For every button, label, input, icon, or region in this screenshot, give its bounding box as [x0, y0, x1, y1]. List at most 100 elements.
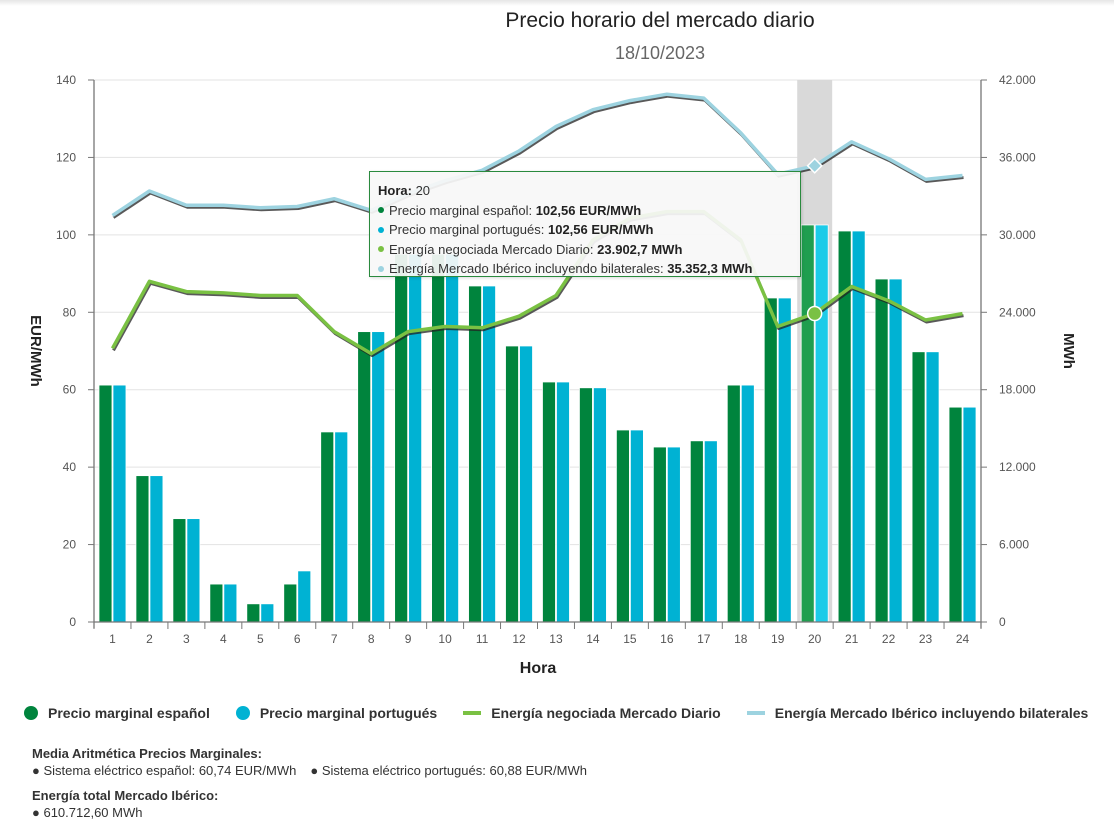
stats-panel: Media Aritmética Precios Marginales: ● S… — [32, 745, 601, 829]
bar-es[interactable] — [246, 603, 261, 623]
legend-line-icon — [746, 711, 765, 715]
y-tick-label: 0 — [69, 615, 76, 629]
marker-energia-iberico[interactable] — [806, 157, 823, 174]
bar-es[interactable] — [948, 406, 963, 623]
bar-es[interactable] — [726, 384, 741, 623]
bar-es[interactable] — [579, 387, 593, 623]
legend-item[interactable]: Precio marginal español — [24, 705, 210, 721]
x-tick-label: 7 — [331, 632, 338, 646]
bar-es[interactable] — [320, 431, 335, 623]
tooltip-label: Precio marginal español: — [389, 202, 533, 218]
avg-title: Media Aritmética Precios Marginales: — [32, 746, 262, 761]
bar-es[interactable] — [652, 446, 667, 623]
bar-pt[interactable] — [888, 278, 903, 623]
bar-pt[interactable] — [925, 351, 940, 623]
tooltip-value: 102,56 EUR/MWh — [535, 202, 642, 218]
bar-pt[interactable] — [777, 297, 792, 623]
x-tick-label: 3 — [183, 632, 190, 646]
bar-pt[interactable] — [482, 285, 496, 623]
bar-es[interactable] — [135, 475, 150, 623]
bar-pt[interactable] — [149, 475, 164, 623]
bar-pt[interactable] — [593, 387, 607, 623]
x-tick-label: 5 — [257, 632, 264, 646]
bar-es[interactable] — [689, 440, 704, 623]
line-energia-iberico[interactable] — [111, 92, 963, 217]
legend-line-icon — [463, 711, 482, 715]
bar-es[interactable] — [911, 351, 926, 623]
bar-pt[interactable] — [703, 440, 718, 623]
bar-pt[interactable] — [260, 603, 275, 623]
bar-pt[interactable] — [186, 518, 201, 623]
x-tick-label: 10 — [438, 632, 452, 646]
y2-tick-label: 12.000 — [999, 460, 1036, 474]
bar-pt[interactable] — [519, 345, 533, 623]
x-tick-label: 8 — [368, 632, 375, 646]
bar-es[interactable] — [763, 297, 778, 623]
y-tick-label: 40 — [63, 460, 77, 474]
x-tick-label: 14 — [586, 632, 600, 646]
avg-pt: ● Sistema eléctrico portugués: 60,88 EUR… — [310, 763, 587, 778]
legend-label: Precio marginal español — [48, 705, 210, 721]
legend-label: Precio marginal portugués — [259, 705, 438, 721]
legend-item[interactable]: Energía negociada Mercado Diario — [463, 705, 721, 721]
bar-pt[interactable] — [629, 429, 644, 623]
bar-pt[interactable] — [962, 406, 977, 623]
y-tick-label: 20 — [63, 538, 77, 552]
bar-pt[interactable] — [223, 583, 238, 623]
bar-pt[interactable] — [112, 384, 127, 623]
marker-energia-diario[interactable] — [806, 305, 823, 322]
y2-tick-label: 18.000 — [999, 383, 1036, 397]
bar-pt[interactable] — [445, 253, 460, 623]
x-tick-label: 23 — [919, 632, 933, 646]
bar-pt[interactable] — [334, 431, 349, 623]
tooltip: Hora: 20 Precio marginal español: 102,56… — [369, 171, 801, 277]
bar-pt[interactable] — [814, 224, 829, 623]
top-shadow — [0, 0, 1114, 6]
bar-pt[interactable] — [408, 253, 423, 623]
bar-pt[interactable] — [371, 331, 386, 623]
y2-tick-label: 30.000 — [999, 228, 1036, 242]
bar-es[interactable] — [209, 583, 224, 623]
bar-pt[interactable] — [740, 384, 755, 623]
bar-es[interactable] — [505, 345, 519, 623]
chart-title: Precio horario del mercado diario — [505, 9, 815, 32]
total-value: ● 610.712,60 MWh — [32, 805, 143, 820]
x-tick-label: 15 — [623, 632, 637, 646]
bar-pt[interactable] — [666, 446, 681, 623]
bar-pt[interactable] — [297, 570, 312, 623]
y2-tick-label: 6.000 — [999, 538, 1029, 552]
bar-es[interactable] — [357, 331, 372, 623]
y2-axis-title: MWh — [1060, 333, 1077, 369]
bar-es[interactable] — [800, 224, 815, 623]
bar-es[interactable] — [431, 253, 446, 623]
legend-item[interactable]: Precio marginal portugués — [235, 705, 438, 721]
x-tick-label: 2 — [146, 632, 153, 646]
avg-values: ● Sistema eléctrico español: 60,74 EUR/M… — [32, 762, 601, 780]
x-tick-label: 1 — [109, 632, 116, 646]
bar-es[interactable] — [874, 278, 889, 623]
x-tick-label: 21 — [845, 632, 859, 646]
x-tick-label: 19 — [771, 632, 785, 646]
bar-pt[interactable] — [556, 381, 570, 623]
bar-es[interactable] — [172, 518, 187, 623]
x-tick-label: 12 — [512, 632, 526, 646]
tooltip-row: Precio marginal portugués: 102,56 EUR/MW… — [378, 220, 792, 240]
y2-tick-label: 24.000 — [999, 305, 1036, 319]
legend-item[interactable]: Energía Mercado Ibérico incluyendo bilat… — [746, 705, 1088, 721]
x-tick-label: 20 — [808, 632, 822, 646]
tooltip-label: Precio marginal portugués: — [389, 222, 545, 237]
y-tick-label: 120 — [56, 150, 76, 164]
tooltip-header: Hora: 20 — [378, 183, 431, 198]
bullet-icon — [378, 246, 384, 253]
x-tick-label: 18 — [734, 632, 748, 646]
bar-es[interactable] — [468, 285, 482, 623]
legend-label: Energía negociada Mercado Diario — [491, 705, 721, 721]
bar-es[interactable] — [283, 583, 298, 623]
y-tick-label: 60 — [63, 383, 77, 397]
y2-tick-label: 0 — [999, 615, 1006, 629]
bar-es[interactable] — [542, 381, 556, 623]
bar-es[interactable] — [615, 429, 630, 623]
bar-es[interactable] — [98, 384, 113, 623]
tooltip-value: 102,56 EUR/MWh — [547, 222, 654, 237]
bar-es[interactable] — [394, 253, 409, 623]
